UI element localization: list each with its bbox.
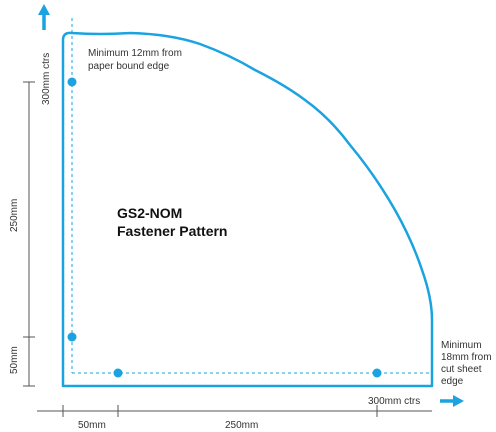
dim-horizontal-mid-label: 250mm xyxy=(225,420,258,431)
diagram-title-line2: Fastener Pattern xyxy=(117,223,227,239)
right-note-line4: edge xyxy=(441,376,464,387)
top-note-line2: paper bound edge xyxy=(88,61,170,72)
vertical-dimension xyxy=(23,81,35,387)
right-note-line3: cut sheet xyxy=(441,364,482,375)
sheet-outline xyxy=(61,31,434,388)
fastener-dot-bottom-right xyxy=(372,368,382,378)
fastener-dot-top xyxy=(67,77,77,87)
arrow-right-icon xyxy=(440,395,464,407)
horizontal-dimension xyxy=(37,405,432,417)
dim-vertical-top-label: 300mm ctrs xyxy=(41,53,52,105)
dim-vertical-bottom-label: 50mm xyxy=(9,346,20,374)
dim-horizontal-right-label: 300mm ctrs xyxy=(368,396,420,407)
right-note-line1: Minimum xyxy=(441,340,482,351)
arrow-up-icon xyxy=(38,4,50,30)
right-note-line2: 18mm from xyxy=(441,352,492,363)
top-note-line1: Minimum 12mm from xyxy=(88,48,182,59)
fastener-dot-left xyxy=(67,332,77,342)
dim-vertical-mid-label: 250mm xyxy=(9,199,20,232)
dim-horizontal-left-label: 50mm xyxy=(78,420,106,431)
diagram-title-line1: GS2-NOM xyxy=(117,205,182,221)
fastener-dot-bottom-left xyxy=(113,368,123,378)
